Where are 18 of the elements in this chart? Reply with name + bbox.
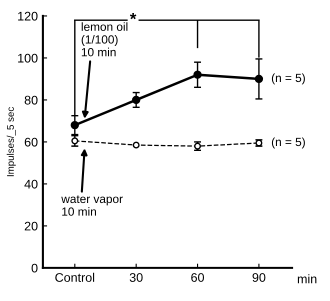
y-tick-label: 80 — [24, 96, 38, 105]
annotation: water vapor 10 min — [61, 195, 123, 216]
y-tick-label: 0 — [32, 264, 38, 273]
annotation: * — [130, 12, 136, 20]
y-tick-label: 120 — [18, 12, 38, 21]
x-tick-label: 60 — [191, 273, 204, 282]
y-tick-label: 60 — [24, 138, 38, 147]
annotation: (n = 5) — [272, 137, 305, 148]
x-tick-label: 30 — [130, 273, 143, 282]
x-axis-title: min — [298, 274, 316, 284]
x-tick-label: Control — [55, 272, 94, 282]
y-tick-label: 20 — [24, 222, 38, 231]
x-tick-label: 90 — [252, 273, 266, 282]
annotation: (n = 5) — [272, 73, 305, 84]
y-tick-label: 40 — [24, 180, 38, 189]
y-axis-title: Impulses/_5 sec — [6, 107, 16, 176]
annotation: lemon oil (1/100) 10 min — [82, 22, 128, 56]
y-tick-label: 100 — [18, 54, 38, 63]
